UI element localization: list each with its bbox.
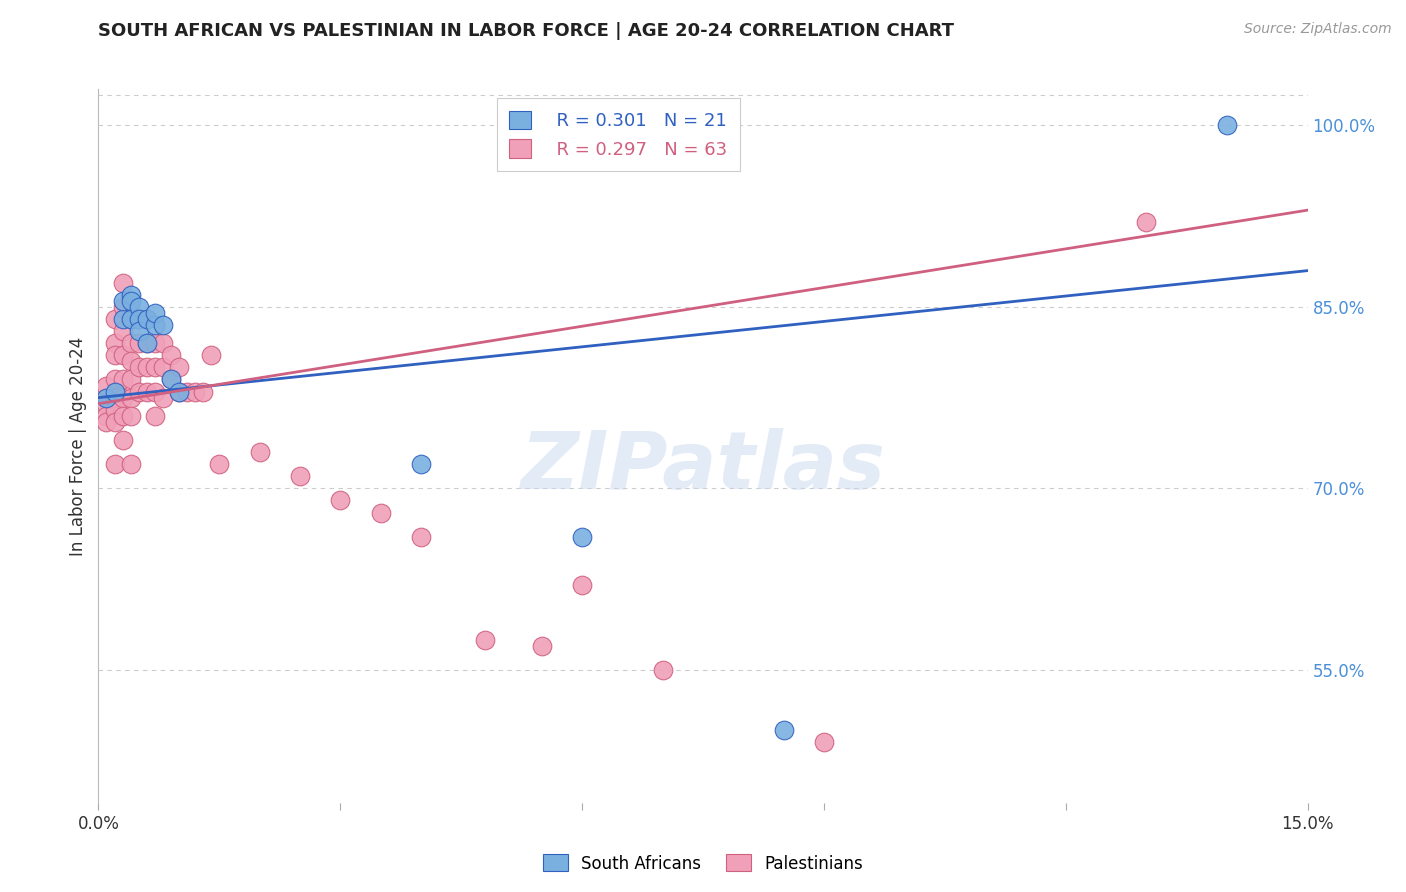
Point: [176, 384, 198, 399]
Point: [474, 632, 496, 647]
Point: [103, 372, 125, 386]
Point: [120, 354, 142, 368]
Point: [167, 384, 190, 399]
Point: [143, 360, 166, 375]
Point: [135, 312, 157, 326]
Point: [103, 457, 125, 471]
Point: [111, 293, 134, 308]
Point: [128, 324, 150, 338]
Point: [184, 384, 207, 399]
Point: [409, 530, 432, 544]
Point: [103, 384, 125, 399]
Point: [128, 336, 150, 351]
Point: [143, 384, 166, 399]
Point: [152, 336, 174, 351]
Point: [96, 391, 118, 405]
Point: [193, 384, 215, 399]
Point: [111, 312, 134, 326]
Point: [160, 372, 183, 386]
Point: [152, 318, 174, 332]
Point: [135, 384, 157, 399]
Point: [103, 402, 125, 417]
Point: [96, 391, 118, 405]
Point: [143, 306, 166, 320]
Point: [111, 409, 134, 423]
Point: [103, 312, 125, 326]
Point: [120, 391, 142, 405]
Point: [128, 384, 150, 399]
Point: [1135, 215, 1157, 229]
Point: [160, 348, 183, 362]
Point: [128, 312, 150, 326]
Point: [111, 433, 134, 447]
Point: [111, 391, 134, 405]
Point: [167, 384, 190, 399]
Point: [208, 457, 231, 471]
Point: [143, 409, 166, 423]
Point: [152, 360, 174, 375]
Point: [96, 409, 118, 423]
Point: [152, 391, 174, 405]
Point: [111, 372, 134, 386]
Legend:   R = 0.301   N = 21,   R = 0.297   N = 63: R = 0.301 N = 21, R = 0.297 N = 63: [496, 98, 740, 171]
Point: [329, 493, 352, 508]
Point: [409, 457, 432, 471]
Point: [120, 457, 142, 471]
Point: [120, 312, 142, 326]
Legend: South Africans, Palestinians: South Africans, Palestinians: [536, 847, 870, 880]
Point: [103, 336, 125, 351]
Point: [111, 348, 134, 362]
Point: [143, 318, 166, 332]
Point: [96, 378, 118, 392]
Point: [167, 360, 190, 375]
Point: [103, 348, 125, 362]
Point: [111, 324, 134, 338]
Point: [370, 506, 392, 520]
Point: [120, 409, 142, 423]
Point: [200, 348, 222, 362]
Point: [111, 276, 134, 290]
Point: [120, 336, 142, 351]
Point: [128, 360, 150, 375]
Point: [128, 312, 150, 326]
Text: SOUTH AFRICAN VS PALESTINIAN IN LABOR FORCE | AGE 20-24 CORRELATION CHART: SOUTH AFRICAN VS PALESTINIAN IN LABOR FO…: [98, 22, 955, 40]
Point: [530, 639, 553, 653]
Point: [111, 300, 134, 314]
Point: [772, 723, 794, 738]
Point: [135, 312, 157, 326]
Point: [120, 288, 142, 302]
Point: [160, 372, 183, 386]
Point: [135, 360, 157, 375]
Point: [571, 578, 593, 592]
Point: [813, 735, 835, 749]
Point: [135, 336, 157, 351]
Point: [143, 336, 166, 351]
Point: [249, 445, 271, 459]
Point: [128, 300, 150, 314]
Point: [103, 391, 125, 405]
Text: ZIPatlas: ZIPatlas: [520, 428, 886, 507]
Point: [96, 415, 118, 429]
Y-axis label: In Labor Force | Age 20-24: In Labor Force | Age 20-24: [69, 336, 87, 556]
Point: [120, 372, 142, 386]
Point: [651, 663, 673, 677]
Point: [135, 336, 157, 351]
Text: Source: ZipAtlas.com: Source: ZipAtlas.com: [1244, 22, 1392, 37]
Point: [96, 397, 118, 411]
Point: [120, 312, 142, 326]
Point: [1216, 119, 1239, 133]
Point: [571, 530, 593, 544]
Point: [120, 293, 142, 308]
Point: [103, 415, 125, 429]
Point: [288, 469, 311, 483]
